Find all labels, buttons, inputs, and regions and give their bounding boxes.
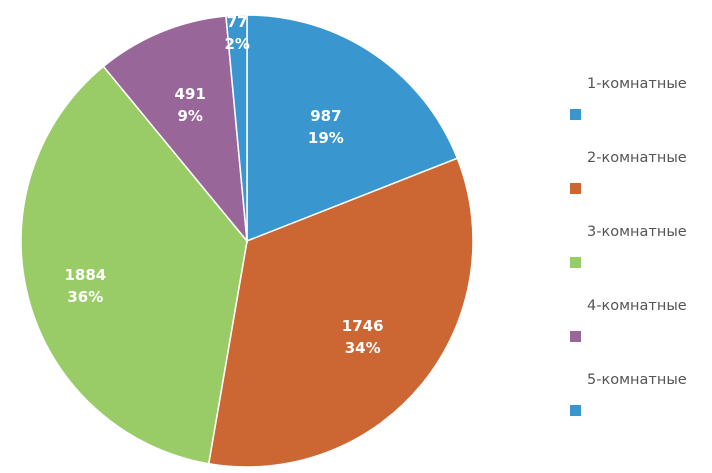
data-label-value-4-room: 491 bbox=[175, 85, 206, 103]
legend-swatch-5-room bbox=[570, 404, 581, 416]
pie-slice-5-room bbox=[225, 14, 248, 242]
legend-swatch-3-room bbox=[570, 256, 581, 268]
pie-slice-4-room bbox=[102, 15, 248, 244]
pie-slice-2-room bbox=[207, 157, 474, 468]
legend-item-1-room: 1-комнатные bbox=[570, 76, 710, 151]
data-label-percent-2-room: 34% bbox=[345, 339, 381, 357]
legend-label-5-room: 5-комнатные bbox=[587, 372, 687, 388]
legend-item-5-room: 5-комнатные bbox=[570, 372, 710, 447]
data-label-percent-5-room: 2% bbox=[224, 35, 249, 53]
legend-item-3-room: 3-комнатные bbox=[570, 224, 710, 299]
legend-label-1-room: 1-комнатные bbox=[587, 76, 687, 92]
legend: 1-комнатные 2-комнатные 3-комнатные 4-ко… bbox=[570, 76, 710, 447]
legend-label-2-room: 2-комнатные bbox=[587, 150, 687, 166]
data-label-percent-1-room: 19% bbox=[308, 129, 344, 147]
data-label-value-5-room: 77 bbox=[227, 13, 248, 31]
data-label-percent-3-room: 36% bbox=[67, 288, 103, 306]
legend-swatch-1-room bbox=[570, 108, 581, 120]
legend-label-4-room: 4-комнатные bbox=[587, 298, 687, 314]
data-label-percent-4-room: 9% bbox=[177, 107, 202, 125]
pie-slice-3-room bbox=[20, 65, 248, 465]
legend-item-2-room: 2-комнатные bbox=[570, 150, 710, 225]
data-label-value-1-room: 987 bbox=[310, 107, 341, 125]
legend-swatch-4-room bbox=[570, 330, 581, 342]
pie-slice-1-room bbox=[246, 14, 459, 243]
legend-label-3-room: 3-комнатные bbox=[587, 224, 687, 240]
legend-swatch-2-room bbox=[570, 182, 581, 194]
data-label-value-3-room: 1884 bbox=[64, 266, 106, 284]
data-label-value-2-room: 1746 bbox=[342, 317, 384, 335]
legend-item-4-room: 4-комнатные bbox=[570, 298, 710, 373]
